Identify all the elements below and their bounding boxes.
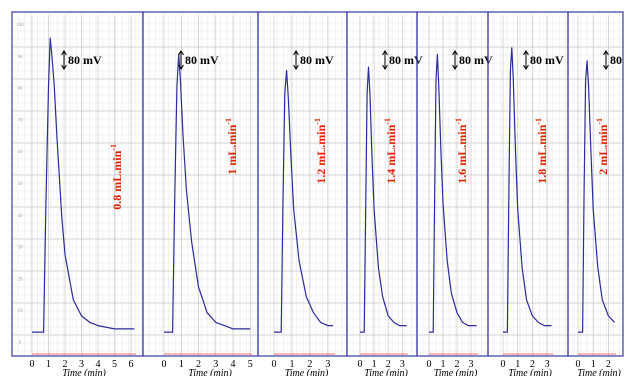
x-tick-label: 1 (441, 359, 446, 370)
flow-rate-superscript: -1 (534, 118, 543, 125)
x-tick-label: 2 (196, 359, 201, 370)
panel-2: 80 mV 1 mL.min-1 0 1 2 3 4 5 Time (min) (142, 11, 259, 376)
flow-rate-label: 2 mL.min-1 (595, 118, 610, 175)
scale-bar-arrow (523, 50, 529, 70)
x-tick-label: 3 (400, 359, 405, 370)
left-scale-tick: 90 (18, 55, 24, 60)
x-tick-label: 2 (63, 359, 68, 370)
x-tick-label: 3 (469, 359, 474, 370)
flow-rate-label: 1.8 mL.min-1 (534, 118, 549, 184)
scale-bar-label: 80 mV (459, 53, 493, 67)
scale-bar-arrow (293, 50, 299, 70)
flow-rate-superscript: -1 (454, 118, 463, 125)
chromatogram-trace (578, 60, 615, 333)
scale-bar-label: 80 mV (300, 53, 334, 67)
x-tick-label: 1 (515, 359, 520, 370)
scale-bar-label: 80 mV (185, 53, 219, 67)
x-tick-label: 2 (386, 359, 391, 370)
left-scale-tick: 10 (18, 309, 24, 314)
chromatogram-trace (429, 53, 477, 333)
scale-bar-arrow (603, 50, 609, 70)
scale-bar-arrow (178, 50, 184, 70)
x-tick-label: 1 (289, 359, 294, 370)
x-tick-label: 0 (358, 359, 363, 370)
scale-bar-label: 80 mV (68, 53, 102, 67)
scale-bar-label: 80 mV (610, 53, 625, 67)
x-tick-label: 3 (325, 359, 330, 370)
x-axis-title: Time (min) (434, 368, 478, 376)
scale-bar-arrow (382, 50, 388, 70)
x-tick-label: 3 (213, 359, 218, 370)
x-tick-label: 0 (162, 359, 167, 370)
x-tick-label: 6 (129, 359, 134, 370)
left-scale-tick: 60 (18, 150, 24, 155)
x-tick-label: 0 (427, 359, 432, 370)
left-scale-tick: 70 (18, 118, 24, 123)
x-tick-label: 0 (272, 359, 277, 370)
x-tick-label: 1 (179, 359, 184, 370)
flow-rate-superscript: -1 (383, 118, 392, 125)
x-tick-label: 4 (96, 359, 101, 370)
scale-bar-label: 80 mV (389, 53, 423, 67)
flow-rate-superscript: -1 (595, 118, 604, 125)
x-tick-label: 1 (372, 359, 377, 370)
scale-bar-label: 80 mV (530, 53, 564, 67)
x-axis-title: Time (min) (285, 368, 329, 376)
x-axis-title: Time (min) (364, 368, 408, 376)
x-tick-label: 2 (455, 359, 460, 370)
left-scale-tick: 30 (18, 246, 24, 251)
x-axis-title: Time (min) (577, 368, 621, 376)
x-tick-label: 1 (591, 359, 596, 370)
left-scale-tick: 40 (18, 214, 24, 219)
flow-rate-label: 1 mL.min-1 (224, 118, 239, 175)
flow-rate-label: 1.4 mL.min-1 (383, 118, 398, 184)
x-tick-label: 4 (231, 359, 236, 370)
left-scale-tick: 0 (19, 341, 22, 346)
flow-rate-superscript: -1 (109, 144, 118, 151)
x-tick-label: 2 (530, 359, 535, 370)
flow-rate-superscript: -1 (224, 118, 233, 125)
chromatogram-trace (164, 53, 251, 333)
x-axis-title: Time (min) (508, 368, 552, 376)
x-tick-label: 2 (307, 359, 312, 370)
x-tick-label: 1 (46, 359, 51, 370)
scale-bar-arrow (452, 50, 458, 70)
chromatogram-trace (360, 66, 407, 333)
x-tick-label: 0 (501, 359, 506, 370)
flow-rate-label: 1.2 mL.min-1 (313, 118, 328, 184)
x-axis-title: Time (min) (62, 368, 106, 376)
x-tick-label: 5 (248, 359, 253, 370)
chromatogram-trace (274, 69, 334, 333)
left-scale-tick: 100 (16, 23, 24, 28)
x-axis-title: Time (min) (188, 368, 232, 376)
x-tick-label: 0 (576, 359, 581, 370)
x-tick-label: 3 (79, 359, 84, 370)
left-scale-tick: 50 (18, 182, 24, 187)
x-tick-label: 5 (112, 359, 117, 370)
flow-rate-label: 0.8 mL.min-1 (109, 144, 124, 210)
x-tick-label: 0 (30, 359, 35, 370)
left-scale-tick: 20 (18, 277, 24, 282)
left-scale-tick: 80 (18, 87, 24, 92)
chromatogram-trace (32, 37, 135, 333)
flow-rate-superscript: -1 (313, 118, 322, 125)
flow-rate-label: 1.6 mL.min-1 (454, 118, 469, 184)
panel-border (567, 11, 624, 357)
x-tick-label: 3 (545, 359, 550, 370)
scale-bar-arrow (61, 50, 67, 70)
chromatogram-trace (503, 47, 552, 333)
x-tick-label: 2 (606, 359, 611, 370)
